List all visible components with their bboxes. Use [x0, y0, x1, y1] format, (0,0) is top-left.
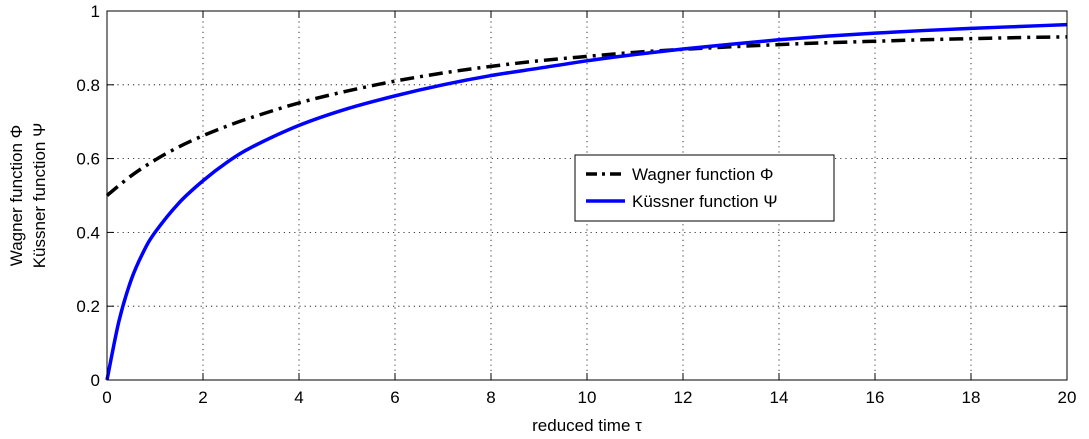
- x-tick-label: 16: [866, 388, 885, 407]
- y-axis-label-line-1: Wagner function Φ: [7, 125, 26, 266]
- y-tick-label: 0: [91, 371, 100, 390]
- y-tick-labels: 0 0.2 0.4 0.6 0.8 1: [76, 2, 100, 390]
- x-tick-label: 14: [770, 388, 789, 407]
- x-tick-label: 6: [390, 388, 399, 407]
- y-tick-label: 0.2: [76, 297, 100, 316]
- grid: [107, 11, 1067, 380]
- series-layer: [105, 22, 1068, 381]
- y-tick-label: 1: [91, 2, 100, 21]
- x-tick-label: 4: [294, 388, 303, 407]
- series-line-kussner: [105, 22, 1068, 381]
- x-tick-labels: 0 2 4 6 8 10 12 14 16 18 20: [102, 388, 1076, 407]
- x-tick-label: 20: [1058, 388, 1077, 407]
- x-tick-label: 12: [674, 388, 693, 407]
- x-tick-label: 0: [102, 388, 111, 407]
- y-tick-label: 0.4: [76, 223, 100, 242]
- legend-label-wagner: Wagner function Φ: [632, 165, 773, 184]
- legend-box: [574, 154, 835, 222]
- x-tick-label: 10: [578, 388, 597, 407]
- x-tick-label: 2: [198, 388, 207, 407]
- x-tick-label: 8: [486, 388, 495, 407]
- ticks: [106, 10, 1068, 381]
- y-axis-label-line-2: Küssner function Ψ: [30, 123, 49, 269]
- y-tick-label: 0.8: [76, 76, 100, 95]
- x-axis-label: reduced time τ: [532, 416, 642, 435]
- legend-label-kussner: Küssner function Ψ: [632, 192, 778, 211]
- legend: Wagner function Φ Küssner function Ψ: [574, 154, 835, 222]
- x-tick-label: 18: [962, 388, 981, 407]
- y-tick-label: 0.6: [76, 150, 100, 169]
- y-axis-label: Wagner function Φ Küssner function Ψ: [7, 123, 49, 269]
